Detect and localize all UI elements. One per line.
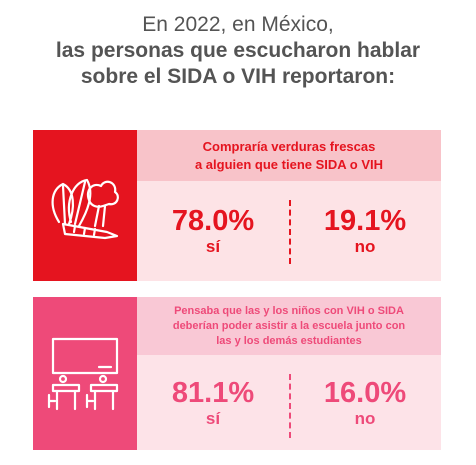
header-line-2: las personas que escucharon hablar [55,39,421,62]
icon-box [33,297,137,450]
result-panel: Pensaba que las y los niños con VIH o SI… [137,297,441,450]
header-line-3: sobre el SIDA o VIH reportaron: [80,65,396,88]
card-fresh-vegetables: Compraría verduras frescas a alguien que… [33,130,441,281]
no-label: no [354,237,376,256]
header-line-1: En 2022, en México, [142,13,334,36]
yes-percentage: 78.0% [171,205,255,237]
card-school-attendance: Pensaba que las y los niños con VIH o SI… [33,297,441,450]
vegetables-icon [51,178,119,240]
question-line: las y los demás estudiantes [216,334,362,347]
question-line: Compraría verduras frescas [202,138,376,154]
no-percentage: 19.1% [323,205,407,237]
yes-label: sí [205,409,221,428]
no-percentage: 16.0% [323,377,407,409]
question-band: Compraría verduras frescas a alguien que… [137,130,441,181]
result-panel: Compraría verduras frescas a alguien que… [137,130,441,281]
no-stat: 16.0% no [289,377,441,429]
yes-stat: 78.0% sí [137,205,289,257]
dashed-divider [289,374,291,438]
no-label: no [354,409,376,428]
dashed-divider [289,200,291,264]
yes-stat: 81.1% sí [137,377,289,429]
question-line: deberían poder asistir a la escuela junt… [172,319,406,332]
yes-percentage: 81.1% [171,377,255,409]
header: En 2022, en México, las personas que esc… [0,12,476,90]
icon-box [33,130,137,281]
classroom-icon [47,337,119,411]
question-line: a alguien que tiene SIDA o VIH [194,156,384,172]
no-stat: 19.1% no [289,205,441,257]
question-line: Pensaba que las y los niños con VIH o SI… [174,304,404,317]
yes-label: sí [205,237,221,256]
question-band: Pensaba que las y los niños con VIH o SI… [137,297,441,355]
